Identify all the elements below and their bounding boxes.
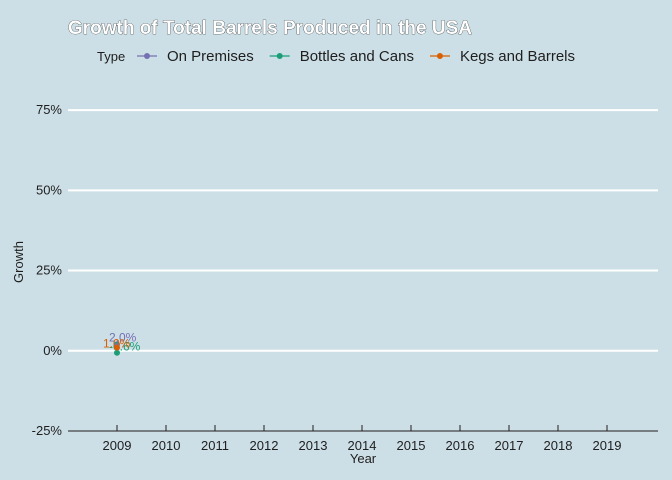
x-tick-label: 2018	[544, 438, 573, 453]
data-point	[114, 349, 120, 356]
chart-title: Growth of Total Barrels Produced in the …	[68, 18, 472, 39]
legend-label: Kegs and Barrels	[460, 48, 575, 65]
data-point	[114, 344, 120, 351]
y-tick-label: 75%	[36, 102, 62, 117]
x-tick-label: 2017	[495, 438, 524, 453]
x-tick-label: 2013	[299, 438, 328, 453]
legend-point	[144, 53, 150, 59]
legend: Type On Premises Bottles and Cans Kegs and…	[97, 48, 575, 65]
legend-label: Bottles and Cans	[300, 48, 414, 65]
legend-title: Type	[97, 49, 125, 64]
legend-point	[436, 53, 443, 59]
series-2: 1.0%	[103, 337, 131, 351]
data-label: 1.0%	[103, 337, 131, 351]
x-tick-label: 2014	[348, 438, 377, 453]
gridlines	[68, 109, 658, 352]
x-tick-label: 2019	[593, 438, 622, 453]
y-tick-label: 0%	[43, 343, 62, 358]
series: 2.0%-0.6%1.0%	[103, 330, 141, 356]
y-axis-title: Growth	[11, 241, 26, 283]
x-tick-label: 2009	[103, 438, 132, 453]
y-tick-label: -25%	[32, 423, 63, 438]
x-axis-title: Year	[350, 451, 377, 466]
y-tick-label: 25%	[36, 263, 62, 278]
data-label: 2.0%	[109, 330, 137, 344]
x-tick-label: 2010	[152, 438, 181, 453]
legend-label: On Premises	[167, 48, 254, 65]
legend-entry: Bottles and Cans	[269, 48, 414, 65]
legend-entry: Kegs and Barrels	[429, 48, 575, 65]
x-tick-label: 2012	[250, 438, 279, 453]
legend-entry: On Premises	[137, 48, 254, 65]
x-tick-label: 2011	[201, 438, 229, 453]
x-tick-label: 2016	[446, 438, 475, 453]
x-tick-label: 2015	[397, 438, 426, 453]
y-tick-label: 50%	[36, 182, 62, 197]
axes: -25% 0% 25% 50% 75% 2009 2010 2011 2012 2013 2014 2…	[32, 102, 658, 453]
legend-point	[276, 53, 283, 59]
